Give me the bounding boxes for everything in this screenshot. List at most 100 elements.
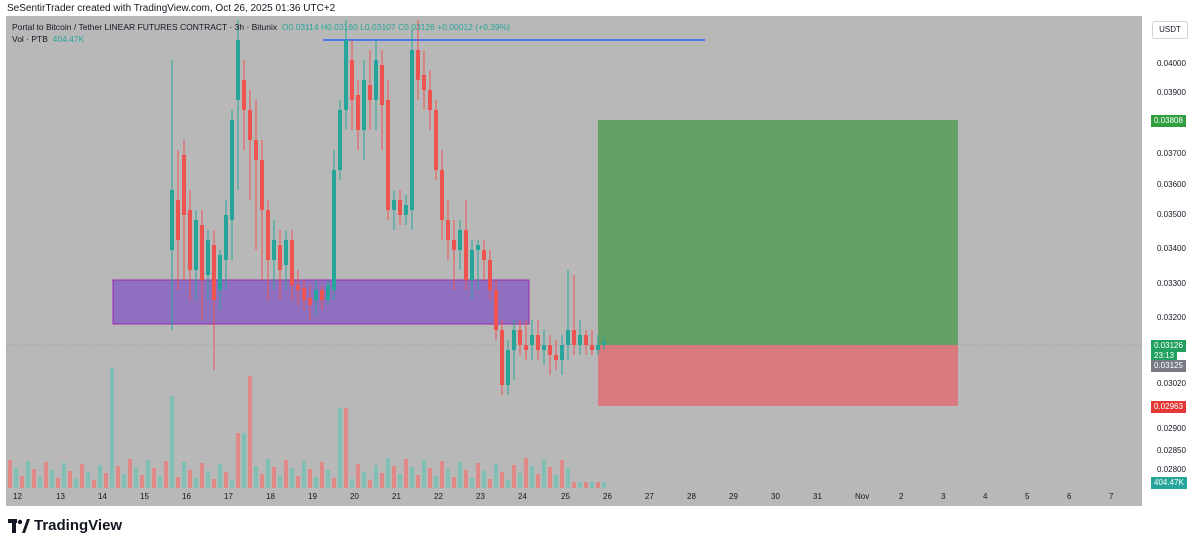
volume-bar xyxy=(284,460,288,488)
volume-bar xyxy=(524,458,528,488)
volume-bar xyxy=(224,472,228,488)
volume-bar xyxy=(38,477,42,488)
volume-row: Vol · PTB 404.47K xyxy=(12,33,510,45)
volume-bar xyxy=(278,475,282,488)
volume-bar xyxy=(266,459,270,488)
volume-bar xyxy=(380,473,384,488)
candle-body xyxy=(188,210,192,270)
volume-bar xyxy=(290,468,294,488)
candle-body xyxy=(470,250,474,280)
volume-bar xyxy=(470,478,474,488)
candle-body xyxy=(494,290,498,330)
candle-body xyxy=(590,345,594,350)
volume-bar xyxy=(92,480,96,488)
price-tick: 0.03900 xyxy=(1157,88,1186,97)
candle-body xyxy=(398,200,402,215)
time-label: 5 xyxy=(1025,492,1030,501)
candle-body xyxy=(278,245,282,270)
volume-bar xyxy=(158,476,162,488)
candle-body xyxy=(194,220,198,270)
candle-body xyxy=(176,200,180,240)
time-label: 14 xyxy=(98,492,107,501)
volume-bar xyxy=(188,470,192,488)
candle-body xyxy=(218,255,222,290)
volume-bar xyxy=(80,464,84,488)
brand-name: TradingView xyxy=(34,517,123,534)
volume-bar xyxy=(194,478,198,488)
long-position-loss-zone[interactable] xyxy=(598,345,958,406)
volume-bar xyxy=(146,460,150,488)
volume-bar xyxy=(110,368,114,488)
volume-bar xyxy=(272,467,276,488)
chart-caption: SeSentirTrader created with TradingView.… xyxy=(7,3,336,14)
volume-bar xyxy=(386,458,390,488)
volume-bar xyxy=(398,474,402,488)
candle-body xyxy=(578,335,582,345)
volume-bar xyxy=(590,482,594,488)
candle-body xyxy=(392,200,396,210)
time-label: 12 xyxy=(13,492,22,501)
symbol-description[interactable]: Portal to Bitcoin / Tether LINEAR FUTURE… xyxy=(12,22,278,32)
time-label: 17 xyxy=(224,492,233,501)
volume-bar xyxy=(440,461,444,488)
volume-bar xyxy=(344,408,348,488)
volume-bar xyxy=(200,463,204,488)
volume-bar xyxy=(374,465,378,488)
volume-bar xyxy=(584,482,588,488)
candle-body xyxy=(422,75,426,90)
time-label: 18 xyxy=(266,492,275,501)
time-label: 7 xyxy=(1109,492,1114,501)
candle-body xyxy=(266,210,270,260)
candle-body xyxy=(170,190,174,250)
volume-bar xyxy=(242,433,246,488)
candle-body xyxy=(542,345,546,350)
price-tick: 0.03600 xyxy=(1157,180,1186,189)
time-label: 28 xyxy=(687,492,696,501)
candle-body xyxy=(242,80,246,110)
volume-bar xyxy=(410,467,414,488)
candle-body xyxy=(452,240,456,250)
demand-zone-rectangle[interactable] xyxy=(112,279,530,325)
long-position-profit-zone[interactable] xyxy=(598,120,958,345)
candle-body xyxy=(260,160,264,210)
volume-bar xyxy=(26,461,30,488)
price-tick: 0.03500 xyxy=(1157,210,1186,219)
price-tick: 0.04000 xyxy=(1157,59,1186,68)
candle-body xyxy=(200,225,204,280)
volume-bar xyxy=(74,479,78,488)
volume-label[interactable]: Vol · PTB xyxy=(12,34,48,44)
candle-body xyxy=(548,345,552,355)
currency-button[interactable]: USDT xyxy=(1152,21,1188,39)
tradingview-logo[interactable]: TradingView xyxy=(8,517,122,534)
time-label: 22 xyxy=(434,492,443,501)
volume-badge: 404.47K xyxy=(1151,477,1187,489)
price-tick: 0.03300 xyxy=(1157,279,1186,288)
candle-body xyxy=(554,355,558,360)
volume-bar xyxy=(260,474,264,488)
candle-body xyxy=(182,155,186,215)
candle-body xyxy=(536,335,540,350)
volume-bar xyxy=(314,477,318,488)
time-label: 23 xyxy=(476,492,485,501)
candle-body xyxy=(344,40,348,110)
price-tick: 0.02900 xyxy=(1157,424,1186,433)
candle-body xyxy=(530,335,534,345)
time-axis[interactable] xyxy=(6,490,1142,506)
candle-body xyxy=(368,85,372,100)
time-label: 27 xyxy=(645,492,654,501)
volume-bar xyxy=(176,477,180,488)
candle-body xyxy=(518,330,522,345)
volume-bar xyxy=(302,461,306,488)
stop-price-badge: 0.02963 xyxy=(1151,401,1186,413)
time-label: 13 xyxy=(56,492,65,501)
volume-bar xyxy=(488,479,492,488)
volume-bar xyxy=(554,475,558,488)
candle-body xyxy=(446,220,450,240)
candle-body xyxy=(386,100,390,210)
entry-price-badge: 0.03125 xyxy=(1151,360,1186,372)
candle-body xyxy=(512,330,516,350)
volume-bar xyxy=(476,463,480,488)
time-label: 29 xyxy=(729,492,738,501)
volume-bar xyxy=(434,476,438,488)
volume-bar xyxy=(356,464,360,488)
